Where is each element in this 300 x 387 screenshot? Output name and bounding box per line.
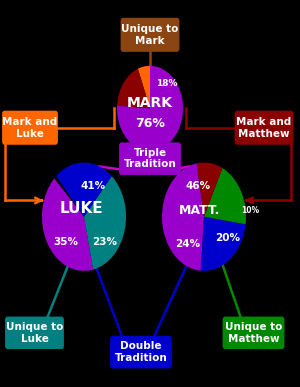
Text: 23%: 23% <box>92 237 118 247</box>
Text: MARK: MARK <box>127 96 173 110</box>
Wedge shape <box>197 163 222 217</box>
Wedge shape <box>138 66 150 108</box>
FancyBboxPatch shape <box>110 336 172 368</box>
Text: Unique to
Mark: Unique to Mark <box>121 24 179 46</box>
FancyBboxPatch shape <box>2 111 58 145</box>
Text: Mark and
Luke: Mark and Luke <box>2 117 58 139</box>
FancyBboxPatch shape <box>121 18 179 52</box>
Wedge shape <box>117 69 150 108</box>
FancyBboxPatch shape <box>119 142 181 175</box>
Wedge shape <box>117 66 183 151</box>
Text: 18%: 18% <box>156 79 177 88</box>
Text: 10%: 10% <box>242 206 260 216</box>
Text: 41%: 41% <box>80 181 106 191</box>
Text: Unique to
Luke: Unique to Luke <box>6 322 63 344</box>
Text: 20%: 20% <box>215 233 241 243</box>
Wedge shape <box>204 168 246 224</box>
Wedge shape <box>42 178 93 271</box>
Wedge shape <box>201 217 246 271</box>
Wedge shape <box>162 163 204 271</box>
Wedge shape <box>56 163 112 217</box>
Wedge shape <box>84 176 126 270</box>
Text: MATT.: MATT. <box>179 204 220 217</box>
FancyBboxPatch shape <box>223 317 284 349</box>
Text: Triple
Tradition: Triple Tradition <box>124 148 176 170</box>
FancyBboxPatch shape <box>5 317 64 349</box>
Text: Mark and
Matthew: Mark and Matthew <box>236 117 292 139</box>
Text: Double
Tradition: Double Tradition <box>115 341 167 363</box>
Text: LUKE: LUKE <box>59 202 103 216</box>
Text: 35%: 35% <box>53 237 79 247</box>
Text: 24%: 24% <box>175 239 200 249</box>
Text: 46%: 46% <box>185 181 211 191</box>
Text: Unique to
Matthew: Unique to Matthew <box>225 322 282 344</box>
FancyBboxPatch shape <box>235 111 293 145</box>
Text: 76%: 76% <box>135 117 165 130</box>
